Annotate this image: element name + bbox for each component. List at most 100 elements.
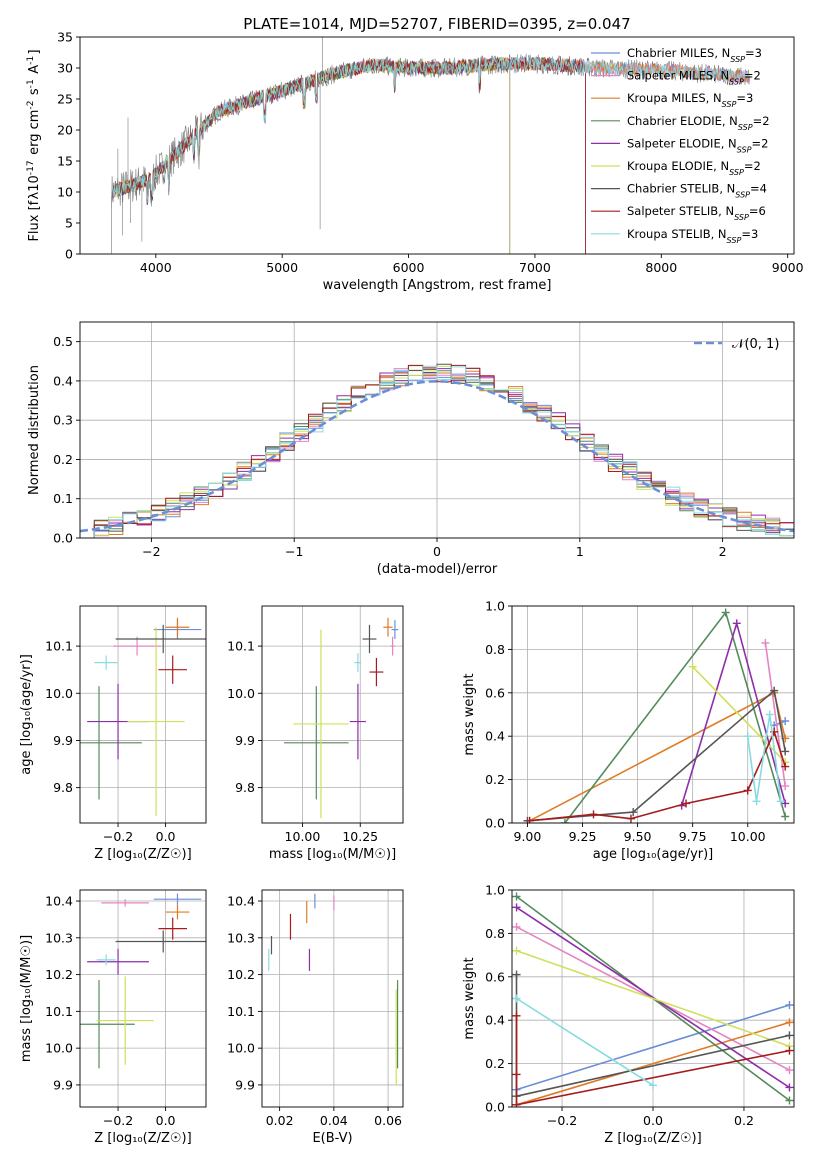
x-axis-label: mass [log₁₀(M/M☉)] — [269, 847, 396, 862]
massweight-line-kroupa-elodie — [516, 950, 790, 1047]
y-tick-label: 0.0 — [53, 531, 73, 546]
normal-curve — [80, 379, 794, 533]
y-axis-label: age [log₁₀(age/yr)] — [19, 654, 34, 775]
x-tick-label: −0.2 — [547, 1113, 577, 1128]
y-tick-label: 0.0 — [485, 1100, 505, 1115]
axes-frame: −0.2 0.0 0.2 0.0 0.2 0.4 0.6 0.8 1.0 Z [log₁₀(Z/Z… — [462, 883, 795, 1146]
plus-marker — [776, 797, 785, 806]
plot-background — [80, 890, 206, 1107]
massweight-line-kroupa-miles — [516, 1021, 790, 1106]
errorbar-point — [383, 617, 393, 637]
errorbar-point — [113, 636, 161, 656]
axes-frame: 4000 5000 6000 7000 8000 9000 0 5 10 15 20 25 30 35 wa… — [26, 15, 804, 293]
plot-area — [80, 893, 206, 1069]
errorbar-point — [349, 683, 367, 760]
y-tick-label: 10.0 — [227, 1041, 255, 1056]
y-tick-label: 10.2 — [227, 967, 255, 982]
y-tick-label: 1.0 — [485, 883, 505, 898]
chart-title: PLATE=1014, MJD=52707, FIBERID=0395, z=0… — [243, 15, 630, 33]
plus-marker — [781, 799, 790, 808]
errorbar-point — [165, 617, 190, 637]
plot-area — [283, 617, 399, 819]
x-tick-label: −2 — [142, 544, 160, 559]
x-tick-label: 0.2 — [734, 1113, 754, 1128]
x-tick-label: 0.0 — [156, 1113, 176, 1128]
errorbar-point — [87, 948, 149, 975]
x-tick-label: 0.06 — [374, 1113, 402, 1128]
x-axis-label: Z [log₁₀(Z/Z☉)] — [604, 1131, 701, 1146]
x-tick-label: 10.00 — [285, 829, 321, 844]
y-tick-label: 0.0 — [485, 816, 505, 831]
y-tick-label: 10.0 — [45, 686, 73, 701]
x-tick-label: 0 — [433, 544, 441, 559]
x-tick-label: 9000 — [772, 260, 804, 275]
x-tick-label: 8000 — [645, 260, 677, 275]
errorbar-point — [390, 636, 395, 656]
massweight-line-kroupa-stelib — [746, 714, 782, 802]
plus-marker — [589, 810, 598, 819]
plot-area — [80, 617, 206, 816]
errorbar-point — [101, 899, 149, 907]
x-tick-label: 10.25 — [342, 829, 378, 844]
y-tick-label: 10.3 — [227, 930, 255, 945]
y-tick-label: 9.9 — [53, 733, 73, 748]
y-axis-label: mass weight — [462, 957, 477, 1039]
x-tick-label: 2 — [719, 544, 727, 559]
x-tick-label: 9.25 — [569, 829, 597, 844]
y-tick-label: 0.6 — [485, 685, 505, 700]
x-axis-label: age [log₁₀(age/yr)] — [593, 847, 714, 862]
legend-entry: Kroupa STELIB, NSSP=3 — [627, 227, 758, 245]
plus-marker — [512, 903, 521, 912]
plus-marker — [560, 819, 569, 823]
plus-marker — [682, 799, 691, 808]
y-tick-label: 20 — [57, 123, 73, 138]
errorbar-point — [158, 917, 187, 940]
x-axis-label: Z [log₁₀(Z/Z☉)] — [94, 1131, 191, 1146]
plus-marker — [512, 1011, 521, 1020]
errorbar-point — [354, 653, 362, 673]
massweight-line-chabrier-miles — [516, 1004, 790, 1091]
plot-area — [268, 893, 399, 1085]
plus-marker — [688, 662, 697, 671]
errorbar-point — [153, 893, 202, 905]
y-tick-label: 0 — [65, 247, 73, 262]
massweight-line-chabrier-stelib — [527, 689, 786, 822]
x-axis-label: E(B-V) — [312, 1131, 352, 1146]
axes-spectrum: 4000 5000 6000 7000 8000 9000 0 5 10 15 20 25 30 35 wa… — [26, 15, 804, 293]
y-axis-label: Normed distribution — [27, 365, 42, 495]
plus-marker — [512, 1100, 521, 1107]
y-tick-label: 25 — [57, 92, 73, 107]
plus-marker — [743, 732, 752, 741]
x-axis-label: wavelength [Angstrom, rest frame] — [323, 278, 552, 293]
plus-marker — [785, 1018, 794, 1027]
plus-marker — [785, 1096, 794, 1105]
axes-spines — [511, 605, 795, 824]
x-tick-label: −0.2 — [103, 1113, 133, 1128]
errorbar-point — [127, 627, 185, 816]
y-tick-label: 30 — [57, 61, 73, 76]
massweight-line-salpeter-stelib — [515, 1015, 790, 1106]
y-axis-label: mass [log₁₀(M/M☉)] — [19, 935, 34, 1062]
axes-age-vs-Z: −0.2 0.0 9.8 9.9 10.0 10.1 Z [log₁₀(Z/Z☉)] age … — [19, 605, 207, 862]
y-tick-label: 10.0 — [45, 1041, 73, 1056]
plus-marker — [512, 970, 521, 979]
errorbar-point — [158, 655, 187, 684]
plot-area — [512, 892, 794, 1107]
x-tick-label: 0.02 — [266, 1113, 294, 1128]
y-tick-label: 9.8 — [235, 780, 255, 795]
y-tick-label: 5 — [65, 216, 73, 231]
axes-spines — [79, 36, 795, 255]
errorbar-point — [362, 624, 377, 654]
errorbar-point — [80, 686, 142, 800]
axes-residuals: −2 −1 0 1 2 0.0 0.1 0.2 0.3 0.4 0.5 (data-model)/er… — [27, 321, 795, 577]
axes-massweight-vs-age: 9.00 9.25 9.50 9.75 10.00 0.0 0.2 0.4 0.6 0.8 1.0 a… — [462, 599, 795, 862]
plot-background — [80, 606, 206, 823]
y-tick-label: 15 — [57, 154, 73, 169]
plus-marker — [781, 782, 790, 791]
x-tick-label: −1 — [285, 544, 303, 559]
y-tick-label: 10.2 — [45, 967, 73, 982]
legend-entry: Kroupa MILES, NSSP=3 — [627, 91, 753, 109]
x-axis-label: Z [log₁₀(Z/Z☉)] — [94, 847, 191, 862]
x-tick-label: 0.0 — [156, 829, 176, 844]
x-tick-label: 10.00 — [730, 829, 766, 844]
